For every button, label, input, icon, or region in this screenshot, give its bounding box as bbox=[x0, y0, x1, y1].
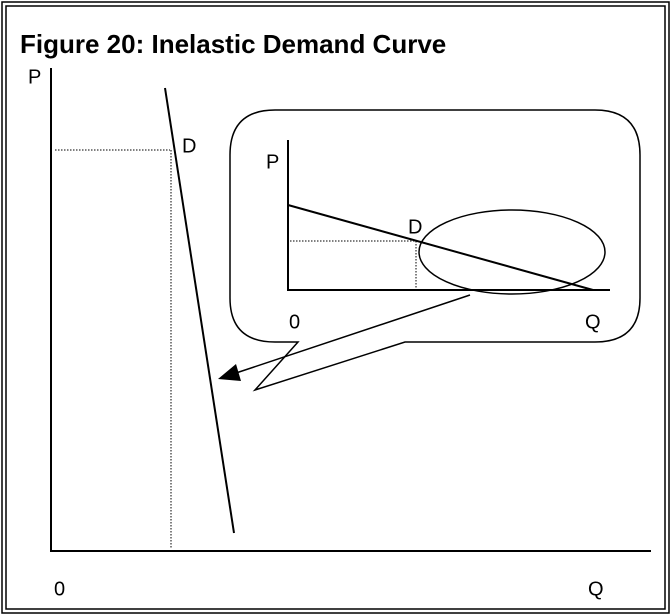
inset-origin-label: 0 bbox=[289, 311, 300, 333]
highlight-ellipse bbox=[418, 209, 606, 295]
curve-label: D bbox=[182, 135, 196, 157]
callout bbox=[229, 109, 641, 392]
y-label: P bbox=[28, 66, 41, 88]
inner-frame bbox=[5, 5, 666, 610]
arrow-head bbox=[218, 364, 241, 381]
demand-curve bbox=[164, 87, 235, 534]
arrow-shaft bbox=[235, 294, 471, 374]
title: Figure 20: Inelastic Demand Curve bbox=[20, 29, 446, 59]
inset-curve-label: D bbox=[408, 216, 422, 238]
inset-y-label: P bbox=[266, 151, 279, 173]
inset-demand-curve bbox=[287, 204, 594, 291]
x-label: Q bbox=[588, 578, 604, 600]
inset-x-label: Q bbox=[585, 311, 601, 333]
origin-label: 0 bbox=[54, 578, 65, 600]
